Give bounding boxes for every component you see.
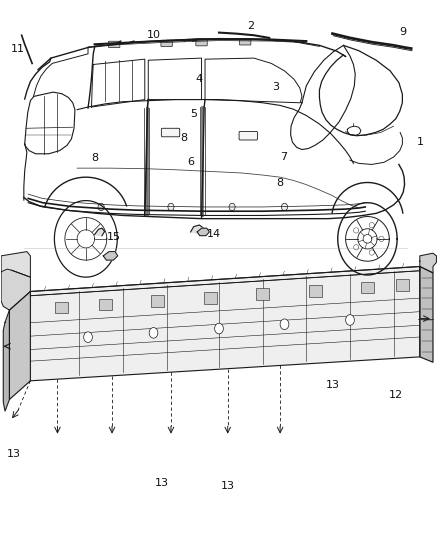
Polygon shape: [95, 228, 105, 236]
Polygon shape: [420, 253, 436, 273]
Text: 9: 9: [399, 27, 406, 37]
Bar: [361, 281, 374, 293]
Circle shape: [346, 314, 354, 325]
FancyBboxPatch shape: [161, 40, 172, 46]
Text: 5: 5: [190, 109, 197, 119]
Circle shape: [98, 203, 104, 211]
Circle shape: [84, 332, 92, 343]
Polygon shape: [103, 252, 118, 260]
Text: 4: 4: [196, 75, 203, 84]
Text: 8: 8: [180, 133, 187, 143]
Text: 13: 13: [325, 379, 339, 390]
Bar: [396, 279, 409, 291]
Text: 1: 1: [417, 136, 424, 147]
Bar: [204, 292, 217, 304]
Circle shape: [280, 319, 289, 329]
Text: 13: 13: [7, 449, 21, 458]
Text: 7: 7: [280, 152, 287, 162]
Polygon shape: [30, 266, 420, 381]
Bar: [256, 288, 269, 300]
Polygon shape: [10, 292, 30, 399]
Text: 6: 6: [187, 157, 194, 167]
Polygon shape: [1, 269, 30, 310]
Text: 8: 8: [276, 177, 284, 188]
Polygon shape: [191, 225, 204, 233]
Circle shape: [229, 203, 235, 211]
Bar: [151, 295, 164, 307]
Bar: [99, 299, 112, 311]
Polygon shape: [197, 228, 209, 236]
Polygon shape: [4, 310, 10, 411]
Text: 12: 12: [389, 390, 403, 400]
Polygon shape: [30, 266, 420, 296]
Polygon shape: [1, 252, 30, 277]
FancyBboxPatch shape: [196, 39, 207, 46]
Text: 15: 15: [106, 232, 120, 243]
Text: 10: 10: [146, 30, 160, 41]
FancyBboxPatch shape: [239, 132, 258, 140]
Bar: [308, 285, 321, 297]
Text: 14: 14: [207, 229, 221, 239]
Circle shape: [168, 203, 174, 211]
Circle shape: [215, 323, 223, 334]
FancyBboxPatch shape: [161, 128, 180, 137]
Polygon shape: [420, 266, 433, 362]
FancyBboxPatch shape: [240, 38, 251, 45]
Circle shape: [149, 328, 158, 338]
Text: 3: 3: [272, 82, 279, 92]
Circle shape: [282, 203, 288, 211]
Text: 13: 13: [155, 479, 169, 488]
Text: 11: 11: [11, 44, 25, 53]
Text: 13: 13: [221, 481, 235, 490]
FancyBboxPatch shape: [109, 41, 120, 47]
Text: 8: 8: [91, 152, 98, 163]
Bar: [55, 302, 68, 313]
Text: 2: 2: [247, 21, 254, 31]
